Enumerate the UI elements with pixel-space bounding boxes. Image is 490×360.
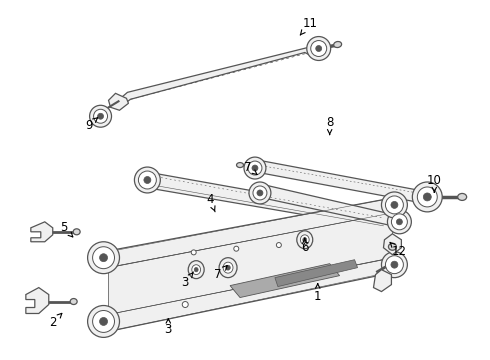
Ellipse shape [94, 109, 107, 123]
Text: 7: 7 [214, 266, 227, 281]
Ellipse shape [391, 261, 398, 268]
Ellipse shape [88, 306, 120, 337]
Polygon shape [121, 45, 325, 105]
Polygon shape [147, 172, 392, 230]
Polygon shape [230, 264, 340, 298]
Polygon shape [373, 270, 392, 292]
Ellipse shape [134, 167, 160, 193]
Ellipse shape [144, 176, 151, 184]
Ellipse shape [219, 258, 237, 278]
Ellipse shape [458, 193, 466, 201]
Ellipse shape [99, 254, 107, 262]
Ellipse shape [297, 231, 313, 249]
Ellipse shape [303, 238, 307, 242]
Text: 3: 3 [181, 272, 194, 289]
Ellipse shape [392, 214, 407, 230]
Circle shape [257, 193, 263, 197]
Ellipse shape [252, 165, 258, 171]
Ellipse shape [93, 247, 115, 269]
Ellipse shape [382, 192, 407, 218]
Circle shape [191, 250, 196, 255]
Ellipse shape [138, 171, 156, 189]
Ellipse shape [413, 182, 442, 212]
Polygon shape [260, 185, 402, 228]
Ellipse shape [244, 157, 266, 179]
Ellipse shape [188, 261, 204, 279]
Text: 7: 7 [244, 161, 257, 175]
Text: 2: 2 [49, 313, 62, 329]
Circle shape [276, 243, 281, 248]
Ellipse shape [93, 310, 115, 332]
Polygon shape [26, 288, 49, 314]
Polygon shape [252, 160, 427, 202]
Ellipse shape [70, 298, 77, 305]
Ellipse shape [248, 161, 262, 175]
Text: 5: 5 [60, 221, 73, 237]
Text: 3: 3 [165, 319, 172, 336]
Ellipse shape [382, 252, 407, 278]
Ellipse shape [257, 190, 263, 196]
Polygon shape [108, 213, 392, 315]
Polygon shape [108, 93, 128, 110]
Ellipse shape [311, 41, 327, 57]
Ellipse shape [98, 113, 103, 119]
Text: 9: 9 [85, 118, 98, 132]
Ellipse shape [423, 193, 431, 201]
Ellipse shape [90, 105, 112, 127]
Circle shape [182, 302, 188, 307]
Text: 10: 10 [427, 174, 441, 192]
Ellipse shape [237, 163, 244, 167]
Polygon shape [384, 234, 401, 255]
Ellipse shape [249, 182, 271, 204]
Text: 11: 11 [300, 17, 317, 35]
Ellipse shape [226, 265, 230, 270]
Ellipse shape [389, 243, 396, 250]
Text: 8: 8 [326, 116, 333, 134]
Polygon shape [103, 198, 397, 268]
Text: 12: 12 [390, 242, 407, 258]
Polygon shape [103, 258, 397, 332]
Ellipse shape [253, 186, 267, 200]
Ellipse shape [307, 37, 331, 60]
Ellipse shape [316, 45, 322, 51]
Polygon shape [275, 260, 358, 287]
Circle shape [234, 246, 239, 251]
Ellipse shape [386, 196, 403, 214]
Text: 4: 4 [206, 193, 215, 212]
Ellipse shape [396, 219, 402, 225]
Ellipse shape [300, 235, 309, 245]
Ellipse shape [386, 256, 403, 274]
Polygon shape [31, 222, 53, 242]
Ellipse shape [417, 187, 437, 207]
Ellipse shape [223, 262, 233, 273]
Text: 1: 1 [314, 284, 321, 303]
Ellipse shape [391, 201, 398, 208]
Ellipse shape [73, 229, 80, 235]
Ellipse shape [99, 318, 107, 325]
Ellipse shape [194, 267, 198, 272]
Ellipse shape [334, 41, 342, 48]
Text: 6: 6 [301, 238, 309, 254]
Ellipse shape [192, 265, 200, 275]
Ellipse shape [388, 210, 412, 234]
Ellipse shape [88, 242, 120, 274]
